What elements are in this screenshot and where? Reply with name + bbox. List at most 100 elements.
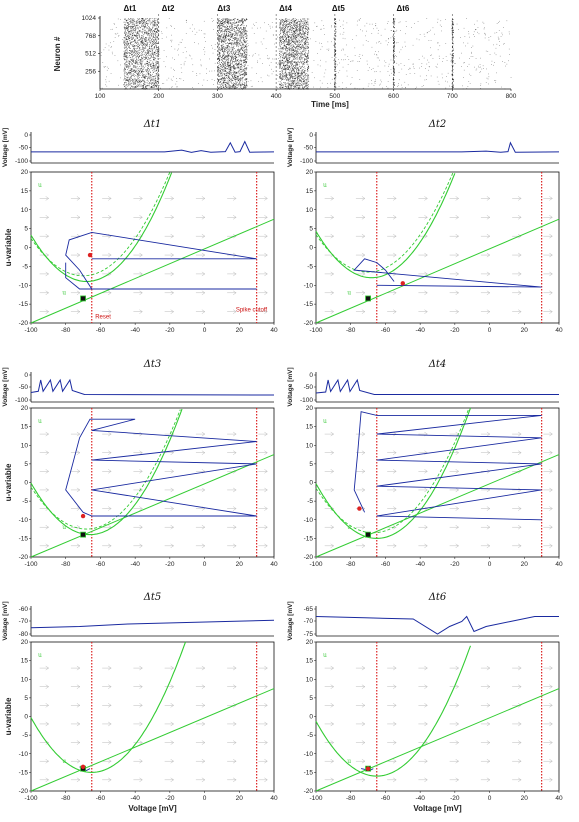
spike-dot <box>241 61 242 63</box>
spike-dot <box>437 21 438 23</box>
spike-dot <box>239 25 241 26</box>
spike-dot <box>480 85 481 86</box>
spike-dot <box>147 62 149 64</box>
spike-dot <box>244 61 246 62</box>
spike-dot <box>351 77 353 78</box>
spike-dot <box>155 35 156 36</box>
spike-dot <box>155 44 157 46</box>
spike-dot <box>125 20 127 22</box>
spike-dot <box>303 63 305 65</box>
spike-dot <box>154 36 156 38</box>
spike-dot <box>239 50 240 52</box>
spike-dot <box>271 73 273 75</box>
spike-dot <box>223 54 225 56</box>
spike-dot <box>317 64 319 66</box>
spike-dot <box>307 88 309 89</box>
spike-dot <box>143 83 145 85</box>
spike-dot <box>418 39 420 41</box>
spike-dot <box>278 58 279 59</box>
spike-dot <box>308 29 310 30</box>
spike-dot <box>151 52 152 54</box>
spike-dot <box>244 65 246 66</box>
spike-dot <box>145 58 147 59</box>
spike-dot <box>145 45 147 47</box>
spike-dot <box>307 37 309 38</box>
spike-dot <box>304 79 305 81</box>
spike-dot <box>134 75 135 77</box>
spike-dot <box>222 58 223 60</box>
spike-dot <box>142 47 144 49</box>
spike-dot <box>243 27 245 29</box>
spike-dot <box>132 56 133 58</box>
spike-dot <box>127 53 128 54</box>
spike-dot <box>246 85 248 87</box>
spike-dot <box>219 68 221 70</box>
spike-dot <box>136 61 138 63</box>
spike-dot <box>293 19 295 21</box>
spike-dot <box>139 21 141 23</box>
spike-dot <box>150 74 152 75</box>
spike-dot <box>141 37 142 38</box>
spike-dot <box>222 78 224 79</box>
spike-dot <box>146 23 147 24</box>
spike-dot <box>324 34 325 35</box>
spike-dot <box>157 29 158 31</box>
spike-dot <box>330 82 331 84</box>
spike-dot <box>157 87 159 89</box>
spike-dot <box>468 33 470 35</box>
spike-dot <box>219 23 220 25</box>
spike-dot <box>236 41 238 43</box>
spike-dot <box>134 87 136 88</box>
spike-dot <box>146 69 148 70</box>
spike-dot <box>232 76 234 78</box>
spike-dot <box>148 35 150 37</box>
spike-dot <box>135 38 137 40</box>
spike-dot <box>241 18 243 20</box>
spike-dot <box>145 32 147 34</box>
spike-dot <box>135 54 137 56</box>
spike-dot <box>171 87 173 88</box>
spike-dot <box>245 41 247 42</box>
spike-dot <box>238 52 239 53</box>
spike-dot <box>227 84 229 85</box>
spike-dot <box>233 85 235 87</box>
spike-dot <box>221 34 222 36</box>
spike-dot <box>149 50 151 52</box>
spike-dot <box>153 24 154 25</box>
spike-dot <box>294 67 296 69</box>
spike-dot <box>101 52 102 53</box>
spike-dot <box>123 84 125 86</box>
spike-dot <box>227 57 229 59</box>
spike-dot <box>155 49 156 51</box>
spike-dot <box>226 82 228 84</box>
spike-dot <box>415 88 416 89</box>
spike-dot <box>134 31 136 33</box>
spike-dot <box>494 52 496 54</box>
spike-dot <box>148 83 150 84</box>
spike-dot <box>178 48 179 50</box>
spike-dot <box>133 81 134 83</box>
spike-dot <box>237 76 239 78</box>
spike-dot <box>295 72 297 73</box>
spike-dot <box>354 87 356 89</box>
spike-dot <box>130 65 131 67</box>
spike-dot <box>234 75 236 77</box>
spike-dot <box>222 63 224 65</box>
spike-dot <box>131 37 133 39</box>
spike-dot <box>157 19 158 20</box>
spike-dot <box>243 47 245 49</box>
spike-dot <box>151 79 152 80</box>
spike-dot <box>139 59 141 60</box>
spike-dot <box>126 76 127 78</box>
spike-dot <box>233 82 234 84</box>
spike-dot <box>496 72 497 74</box>
spike-dot <box>223 80 225 81</box>
spike-dot <box>218 79 220 80</box>
spike-dot <box>153 39 154 40</box>
spike-dot <box>217 68 219 70</box>
spike-dot <box>156 85 157 87</box>
spike-dot <box>132 44 134 45</box>
spike-dot <box>130 41 132 43</box>
spike-dot <box>176 81 178 82</box>
spike-dot <box>150 50 151 52</box>
